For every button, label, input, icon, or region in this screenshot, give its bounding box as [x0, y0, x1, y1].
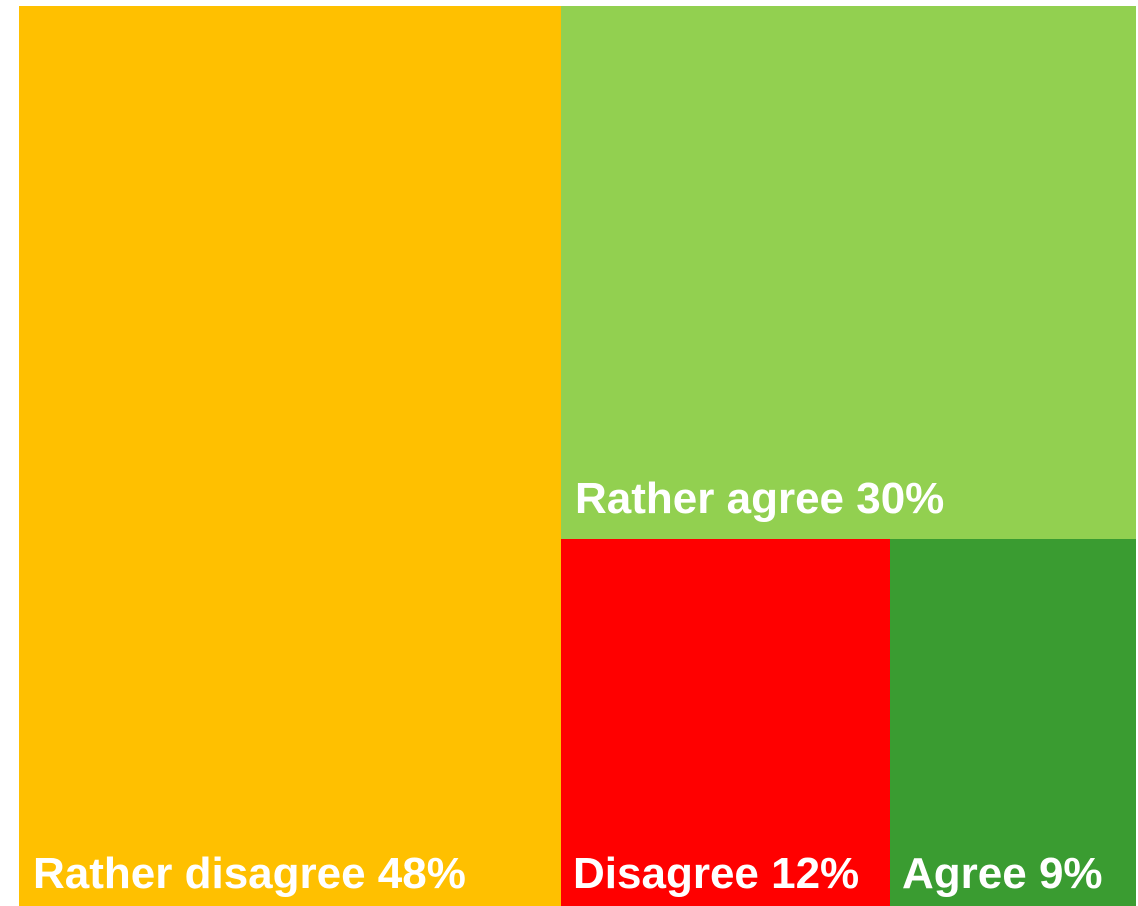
- treemap-label-rather-disagree: Rather disagree 48%: [33, 849, 466, 898]
- treemap-label-agree: Agree 9%: [902, 849, 1103, 898]
- treemap-tile-agree: Agree 9%: [890, 539, 1136, 906]
- treemap-label-disagree: Disagree 12%: [573, 849, 860, 898]
- treemap-tile-rather-disagree: Rather disagree 48%: [19, 6, 561, 906]
- treemap-tile-disagree: Disagree 12%: [561, 539, 890, 906]
- treemap-label-rather-agree: Rather agree 30%: [575, 474, 945, 523]
- treemap-tile-rather-agree: Rather agree 30%: [561, 6, 1136, 539]
